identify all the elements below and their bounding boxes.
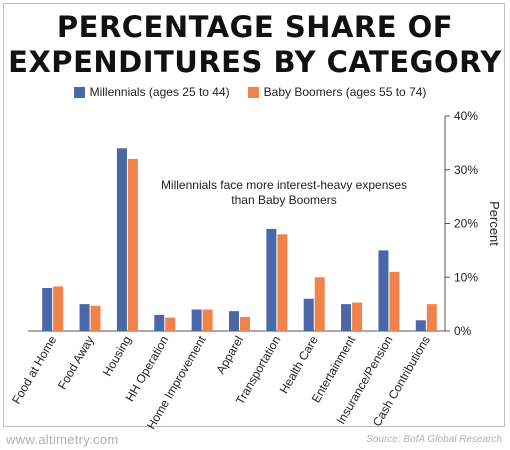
bar-boomers [53,286,64,331]
bar-millennials [191,309,202,331]
x-tick-label: Apparel [213,334,246,377]
y-tick-label: 40% [454,109,478,123]
footer-site: www.altimetry.com [6,432,119,447]
legend-item-boomers: Baby Boomers (ages 55 to 74) [247,85,427,99]
bar-boomers [240,317,250,331]
legend-label-boomers: Baby Boomers (ages 55 to 74) [263,85,427,99]
bar-millennials [415,320,426,331]
bar-boomers [202,309,213,331]
bar-boomers [314,277,325,331]
bar-boomers [127,159,138,331]
bar-millennials [303,298,314,331]
x-tick-label: Food Away [55,334,97,392]
bar-millennials [229,311,239,331]
x-tick-label: Food at Home [9,333,59,406]
bar-boomers [165,317,176,331]
y-tick-label: 10% [454,270,478,284]
y-tick-label: 20% [454,217,478,231]
chart-frame [3,3,505,427]
bar-boomers [389,271,400,331]
y-axis-label: Percent [487,201,502,246]
chart-title-line-1: PERCENTAGE SHARE OF [56,10,454,44]
bar-boomers [426,304,437,331]
legend-swatch-millennials [73,86,85,98]
x-tick-label: Housing [100,334,134,379]
bar-millennials [266,228,277,331]
footer-source: Source: BofA Global Research [366,434,502,445]
bar-boomers [90,305,101,331]
bar-boomers [352,302,363,331]
bar-boomers [277,234,288,331]
bar-millennials [116,148,127,331]
chart-title: PERCENTAGE SHARE OF EXPENDITURES BY CATE… [0,10,510,80]
bar-millennials [79,304,90,331]
legend-item-millennials: Millennials (ages 25 to 44) [73,85,230,99]
bar-millennials [341,304,352,331]
legend: Millennials (ages 25 to 44) Baby Boomers… [0,85,500,99]
bar-millennials [42,288,53,331]
annotation-line-1: Millennials face more interest-heavy exp… [161,178,407,192]
y-tick-label: 30% [454,163,478,177]
bar-millennials [378,250,389,331]
bar-millennials [154,314,165,331]
legend-swatch-boomers [247,86,259,98]
legend-label-millennials: Millennials (ages 25 to 44) [89,85,230,99]
y-tick-label: 0% [454,324,472,338]
chart-title-line-2: EXPENDITURES BY CATEGORY [8,45,502,79]
annotation-line-2: than Baby Boomers [231,193,336,207]
